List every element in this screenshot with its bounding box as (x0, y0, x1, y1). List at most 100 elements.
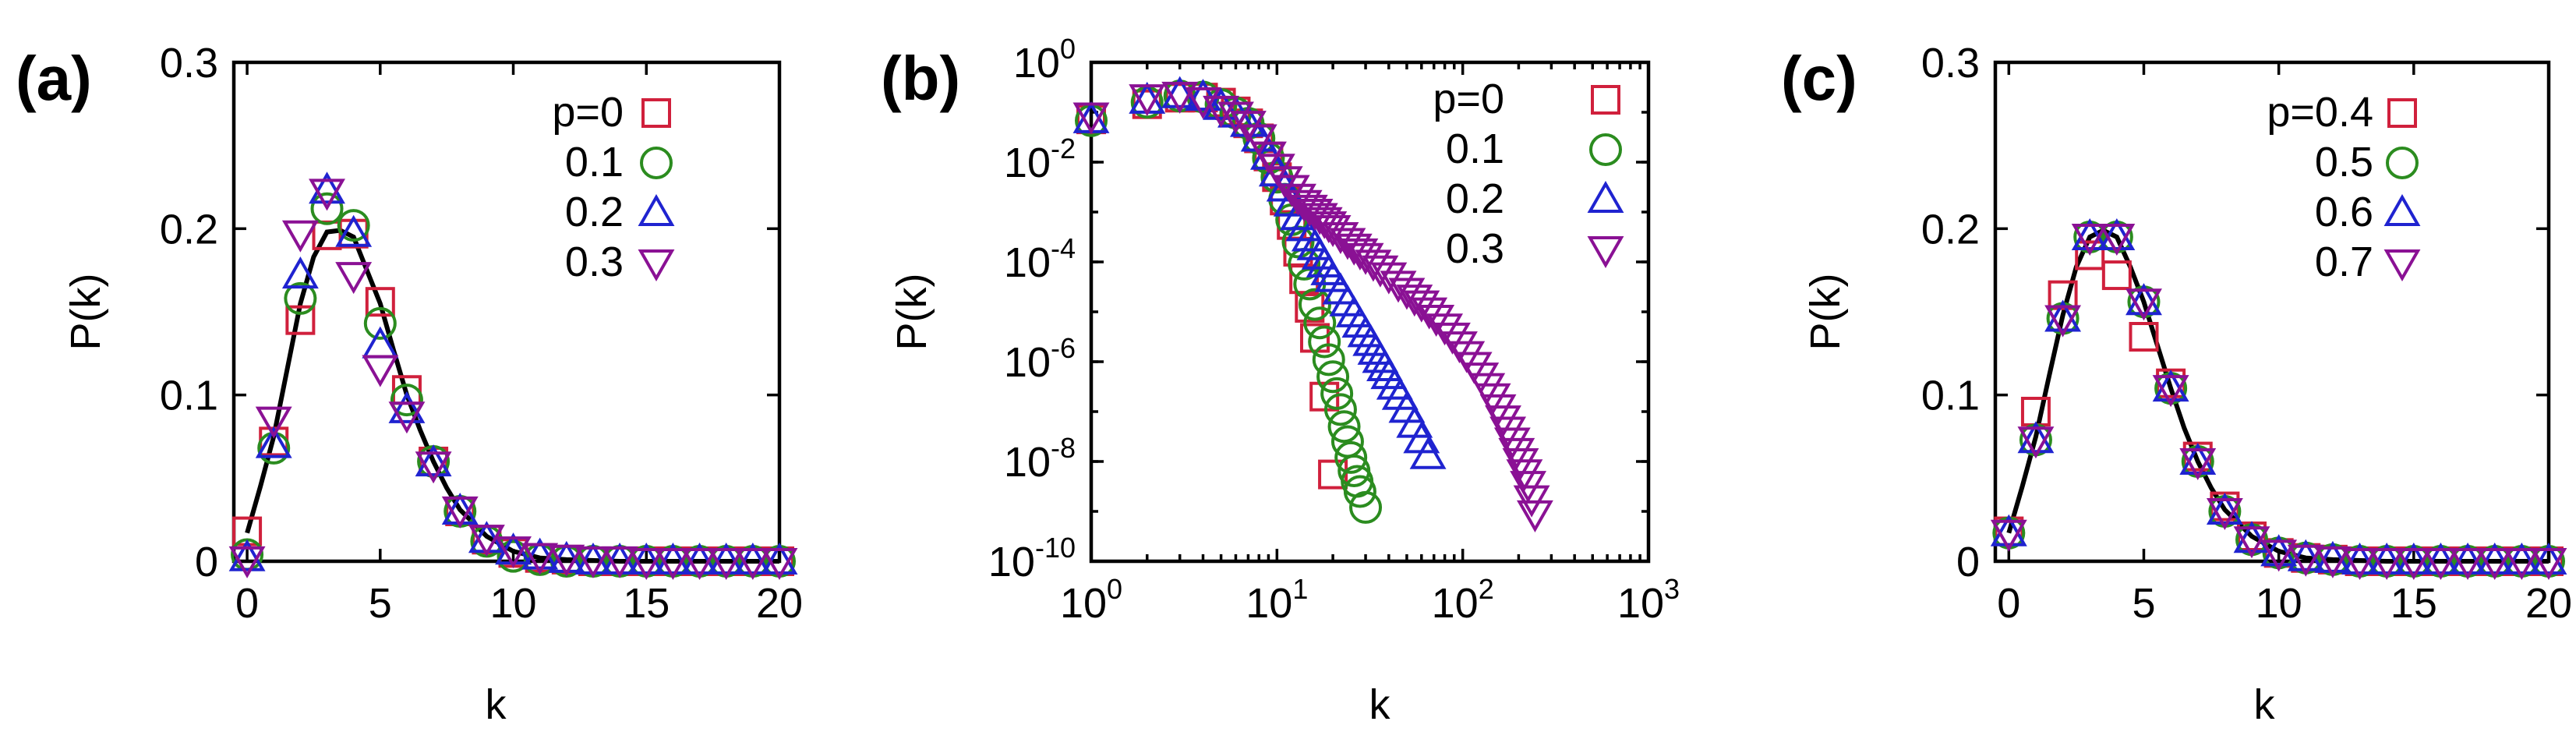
panel-c-series-4-point (2152, 375, 2189, 408)
panel-c-series-4-point (2422, 548, 2459, 581)
panel-a-series-3-point (309, 171, 345, 204)
panel-c-series-3-point (2125, 283, 2162, 316)
panel-c-ytick-label: 0.1 (1921, 373, 1980, 419)
panel-a-ytick-label: 0.2 (160, 206, 218, 253)
panel-b-ticks (1090, 61, 1650, 563)
panel-a-series-4-point (548, 544, 585, 577)
panel-b-series-4-point (1072, 102, 1110, 135)
panel-c-series-4-point (2503, 548, 2540, 581)
panel-b-series-4-point (1266, 166, 1303, 199)
panel-c-legend-marker-3 (2383, 193, 2421, 226)
panel-c-series-4 (1990, 224, 2567, 581)
panel-c-series-4-point (2044, 305, 2082, 338)
panel-b-legend-label-4: 0.3 (1446, 225, 1504, 272)
panel-c-series-4-point (2368, 548, 2405, 581)
panel-c-series-1-point (2129, 322, 2159, 352)
panel-c-series-3-point (2341, 542, 2379, 575)
panel-c-ytick-label: 0.3 (1921, 40, 1980, 87)
panel-a-legend-marker-4 (638, 249, 675, 282)
panel-a-xtick-label: 10 (489, 580, 536, 627)
panel-c-series-4-point (2260, 539, 2298, 572)
panel-c-series-4-point (2449, 548, 2486, 581)
panel-c-series-4-point (2098, 224, 2136, 256)
panel-c-series-4-point (2179, 448, 2217, 481)
panel-c-series-3-point (2449, 542, 2486, 575)
panel-b-series-2-point (1312, 343, 1345, 377)
panel-a-xtick-label: 15 (623, 580, 670, 627)
panel-c-label: (c) (1781, 44, 1857, 113)
panel-a-series-4-point (468, 525, 505, 557)
panel-a-legend-label-3: 0.2 (565, 189, 624, 235)
panel-c-series-3-point (2017, 421, 2055, 454)
panel-c-series-3-point (2260, 534, 2298, 567)
panel-a-series-3-point (415, 444, 452, 477)
panel-c-series-3-point (2071, 217, 2108, 250)
panel-c-series-3 (1990, 217, 2567, 575)
panel-c-xtick-label: 20 (2525, 580, 2572, 627)
panel-a-series-4-point (228, 546, 266, 578)
panel-a-series-4-point (681, 548, 719, 581)
panel-b-series-4-point (1341, 238, 1379, 270)
panel-a-series-4-point (388, 401, 426, 434)
panel-b-series-4-point (1370, 262, 1408, 295)
panel-a-legend-marker-1 (641, 98, 671, 128)
panel-a-series-3-point (388, 391, 426, 423)
panel-b-legend-marker-3 (1587, 180, 1624, 213)
panel-a-ytick-label: 0 (195, 539, 218, 585)
panel-a-legend-label-4: 0.3 (565, 239, 624, 285)
panel-b-series-4-point (1161, 81, 1199, 114)
panel-a-series-4-point (255, 406, 292, 439)
panel-c-series-3-point (2368, 542, 2405, 575)
panel-b-series-4-point (1516, 500, 1553, 532)
panel-a-legend: p=0 0.1 0.2 0.3 (552, 89, 675, 285)
panel-b-series-4-point (1310, 211, 1348, 244)
panel-c-legend-label-4: 0.7 (2315, 239, 2373, 285)
panel-a-ytick-label: 0.1 (160, 373, 218, 419)
panel-a-legend-label-1: p=0 (552, 89, 624, 136)
panel-c-series-3-point (2530, 542, 2567, 575)
panel-b-series-3-point (1409, 437, 1447, 469)
panel-a-series-4-point (495, 536, 532, 569)
panel-c-series-4-point (1990, 519, 2027, 552)
panel-b-series-4-point (1506, 459, 1543, 492)
panel-b-legend-marker-4 (1587, 236, 1624, 269)
panel-a-series-2-point (310, 192, 344, 225)
panel-b-points (1072, 76, 1553, 532)
panel-a-series-3-point (708, 542, 745, 575)
panel-c-series-4-point (2341, 548, 2379, 581)
panel-c-series-4-point (2071, 224, 2108, 256)
panel-c-series-4-point (2287, 544, 2324, 577)
panel-a-series-2-point (337, 209, 370, 242)
panel-c-points (1990, 217, 2567, 581)
panel-b-series-4-point (1322, 221, 1359, 255)
panel-b-series-2-point (1323, 393, 1357, 426)
panel-a-series-3-point (761, 542, 798, 575)
panel-b-series-4-point (1217, 101, 1254, 134)
panel-a-x-axis-label: k (486, 681, 507, 728)
panel-c-series-3-point (2395, 542, 2433, 575)
panel-c-ytick-label: 0.2 (1921, 206, 1980, 253)
panel-c-fit-curve (2006, 228, 2549, 564)
panel-c: (c) k P(k) 0 5 10 15 20 0 0.1 0.2 0.3 p=0.4 0.5 … (1781, 40, 2572, 728)
panel-c-series-3-point (2314, 540, 2352, 573)
panel-b-series-4-point (1240, 124, 1277, 157)
panel-a-series-4-point (441, 496, 479, 529)
panel-c-series-3-point (2206, 492, 2243, 525)
panel-a-series-1-point (285, 305, 316, 335)
panel-a-frame (231, 60, 782, 564)
panel-a-legend-label-2: 0.1 (565, 139, 624, 186)
panel-c-xtick-label: 0 (1997, 580, 2020, 627)
panel-c-series-4-point (2125, 288, 2162, 321)
panel-b-series-2-point (1327, 410, 1361, 444)
panel-c-series-4-point (2395, 548, 2433, 581)
panel-c-series-3-point (2422, 542, 2459, 575)
panel-a-series-4-point (734, 548, 772, 581)
panel-c-tick-labels: 0 5 10 15 20 0 0.1 0.2 0.3 (1921, 40, 2572, 627)
panel-b-y-axis-label: P(k) (889, 274, 935, 351)
panel-b-series-4-point (1185, 87, 1221, 119)
